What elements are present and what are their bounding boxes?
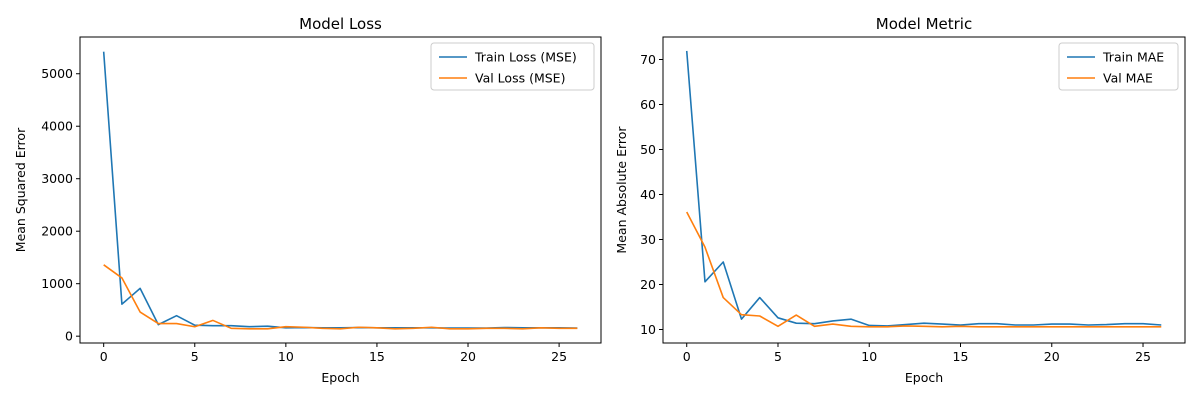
y-tick-label: 1000	[41, 276, 73, 291]
x-tick-label: 15	[953, 349, 969, 364]
x-tick-label: 5	[774, 349, 782, 364]
legend-label: Train Loss (MSE)	[474, 50, 577, 65]
y-tick-label: 4000	[41, 119, 73, 134]
series-line-1	[685, 50, 1162, 327]
y-axis-label: Mean Squared Error	[13, 127, 28, 252]
y-tick-label: 60	[640, 97, 656, 112]
x-tick-label: 10	[861, 349, 877, 364]
series-line-1	[102, 51, 578, 329]
x-tick-label: 25	[551, 349, 567, 364]
axes-frame	[79, 36, 602, 344]
x-axis-label: Epoch	[905, 370, 943, 385]
series-line-2	[686, 211, 1162, 328]
y-tick-label: 70	[640, 52, 656, 67]
chart-title: Model Loss	[299, 15, 382, 33]
legend-label: Val Loss (MSE)	[475, 71, 565, 86]
legend: Train Loss (MSE) Val Loss (MSE)	[430, 42, 595, 91]
y-tick-label: 50	[640, 142, 656, 157]
legend-label: Train MAE	[1102, 50, 1164, 65]
x-tick-label: 15	[369, 349, 385, 364]
x-tick-label: 5	[191, 349, 199, 364]
y-tick-label: 20	[640, 277, 656, 292]
x-axis-label: Epoch	[321, 370, 359, 385]
series-line-2	[103, 264, 578, 330]
axes-frame	[662, 36, 1186, 344]
chart-1: Model Loss 0 5 10 15 20 25 0 1000 2000 3000 4000 500…	[13, 15, 602, 385]
x-tick-label: 20	[460, 349, 476, 364]
y-tick-label: 40	[640, 187, 656, 202]
y-tick-label: 0	[65, 329, 73, 344]
y-tick-label: 30	[640, 232, 656, 247]
legend: Train MAE Val MAE	[1058, 42, 1179, 91]
x-tick-label: 0	[683, 349, 691, 364]
x-tick-label: 0	[100, 349, 108, 364]
chart-2: Model Metric 0 5 10 15 20 25 10 20 30 40 50 60 70 Epoc…	[614, 15, 1186, 385]
y-tick-label: 5000	[41, 66, 73, 81]
legend-label: Val MAE	[1103, 71, 1153, 86]
y-tick-label: 10	[640, 322, 656, 337]
y-axis-label: Mean Absolute Error	[614, 126, 629, 254]
x-tick-label: 25	[1135, 349, 1151, 364]
legend-box	[430, 42, 595, 91]
x-tick-label: 10	[278, 349, 294, 364]
chart-title: Model Metric	[876, 15, 972, 33]
y-tick-label: 2000	[41, 224, 73, 239]
x-tick-label: 20	[1044, 349, 1060, 364]
y-tick-label: 3000	[41, 171, 73, 186]
